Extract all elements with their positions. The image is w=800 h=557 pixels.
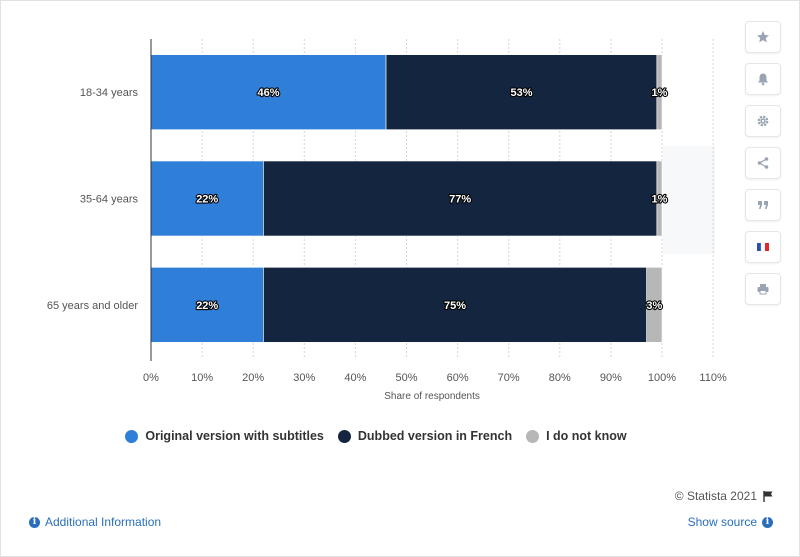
legend: Original version with subtitles Dubbed v… xyxy=(1,429,751,443)
data-label: 22% xyxy=(196,300,218,312)
x-tick-label: 50% xyxy=(395,372,417,384)
bar-segment xyxy=(150,160,264,237)
side-shade xyxy=(663,146,715,254)
x-tick-label: 40% xyxy=(344,372,366,384)
x-tick-label: 90% xyxy=(600,372,622,384)
x-tick-label: 100% xyxy=(648,372,676,384)
data-label: 1% xyxy=(651,194,667,206)
bar-segment xyxy=(385,54,658,130)
x-tick-label: 20% xyxy=(242,372,264,384)
show-source-label: Show source xyxy=(687,515,757,529)
x-tick-label: 0% xyxy=(143,372,159,384)
bar-chart: 0% 10% 20% 30% 40% 50% 60% 70% 80% 90% 100% 110% Sha… xyxy=(47,39,727,402)
data-label: 46% xyxy=(258,87,280,99)
statista-credit[interactable]: © Statista 2021 xyxy=(675,489,773,503)
legend-marker xyxy=(337,429,351,443)
x-tick-label: 70% xyxy=(498,372,520,384)
legend-item-dubbed[interactable]: Dubbed version in French xyxy=(337,429,513,443)
data-label: 77% xyxy=(449,194,471,206)
toolbar xyxy=(745,21,781,305)
legend-label: Original version with subtitles xyxy=(145,429,324,443)
credit-text: © Statista 2021 xyxy=(674,489,757,503)
legend-marker xyxy=(125,429,139,443)
info-icon: i xyxy=(762,516,773,528)
quote-icon xyxy=(758,201,768,209)
bar-segment xyxy=(646,267,663,343)
flag-icon xyxy=(763,490,773,502)
cite-button[interactable] xyxy=(745,189,781,221)
notification-button[interactable] xyxy=(745,63,781,95)
favorite-button[interactable] xyxy=(745,21,781,53)
legend-item-do-not-know[interactable]: I do not know xyxy=(526,429,627,443)
bar-segment xyxy=(263,160,658,237)
category-label: 65 years and older xyxy=(47,300,138,312)
x-axis-title: Share of respondents xyxy=(384,391,480,402)
additional-information-link[interactable]: i Additional Information xyxy=(29,515,161,529)
legend-label: I do not know xyxy=(546,429,627,443)
settings-button[interactable] xyxy=(745,105,781,137)
x-tick-label: 30% xyxy=(293,372,315,384)
x-tick-label: 60% xyxy=(447,372,469,384)
bar-segment xyxy=(656,54,663,130)
info-icon: i xyxy=(29,516,40,528)
bell-icon xyxy=(758,73,768,86)
share-icon xyxy=(757,157,769,169)
language-button[interactable] xyxy=(745,231,781,263)
additional-information-label: Additional Information xyxy=(45,515,162,529)
legend-marker xyxy=(526,429,540,443)
category-label: 18-34 years xyxy=(80,87,139,99)
data-label: 22% xyxy=(196,194,218,206)
legend-item-original[interactable]: Original version with subtitles xyxy=(125,429,324,443)
bar-segment xyxy=(656,160,663,237)
show-source-link[interactable]: i Show source xyxy=(688,515,773,529)
star-icon xyxy=(757,31,769,43)
x-tick-label: 10% xyxy=(191,372,213,384)
share-button[interactable] xyxy=(745,147,781,179)
category-label: 35-64 years xyxy=(80,194,139,206)
x-tick-label: 80% xyxy=(549,372,571,384)
x-tick-label: 110% xyxy=(699,372,727,384)
print-button[interactable] xyxy=(745,273,781,305)
print-icon xyxy=(757,284,769,295)
data-label: 3% xyxy=(646,300,662,312)
gear-icon xyxy=(757,115,769,127)
french-flag-icon xyxy=(757,242,769,252)
data-label: 1% xyxy=(651,87,667,99)
data-label: 75% xyxy=(444,300,466,312)
data-label: 53% xyxy=(510,87,532,99)
legend-label: Dubbed version in French xyxy=(357,429,513,443)
bar-segment xyxy=(150,267,264,343)
